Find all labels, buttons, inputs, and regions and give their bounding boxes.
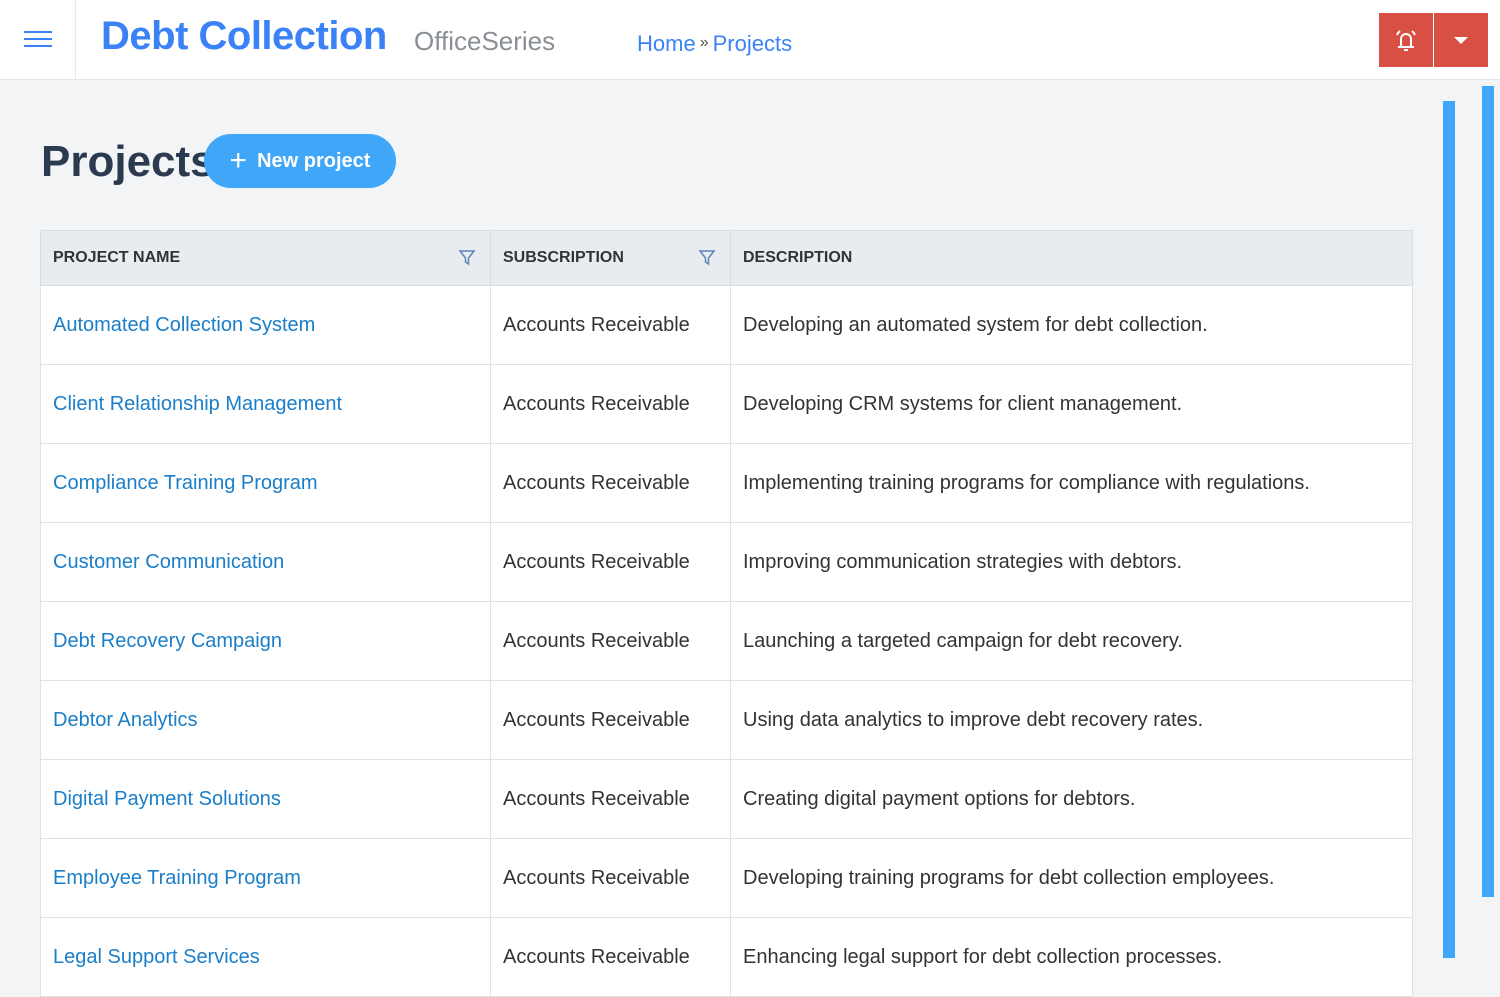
cell-description: Enhancing legal support for debt collect… (730, 917, 1413, 997)
cell-subscription: Accounts Receivable (490, 285, 731, 365)
table-row: Digital Payment Solutions Accounts Recei… (40, 759, 1413, 839)
cell-description: Using data analytics to improve debt rec… (730, 680, 1413, 760)
filter-icon[interactable] (458, 249, 476, 267)
column-header-project-name[interactable]: PROJECT NAME (40, 230, 491, 286)
column-header-subscription[interactable]: SUBSCRIPTION (490, 230, 731, 286)
cell-project-name: Employee Training Program (40, 838, 491, 918)
plus-icon: + (229, 144, 248, 177)
cell-subscription: Accounts Receivable (490, 364, 731, 444)
hamburger-icon (24, 38, 52, 40)
new-project-label: New project (257, 149, 371, 172)
cell-description: Launching a targeted campaign for debt r… (730, 601, 1413, 681)
new-project-button[interactable]: + New project (204, 134, 396, 188)
cell-project-name: Customer Communication (40, 522, 491, 602)
user-dropdown-button[interactable] (1434, 13, 1488, 67)
table-row: Debt Recovery Campaign Accounts Receivab… (40, 601, 1413, 681)
cell-project-name: Debt Recovery Campaign (40, 601, 491, 681)
cell-subscription: Accounts Receivable (490, 443, 731, 523)
breadcrumb: Home» Projects (637, 31, 792, 57)
table-row: Customer Communication Accounts Receivab… (40, 522, 1413, 602)
app-title[interactable]: Debt Collection (101, 14, 387, 58)
project-link[interactable]: Client Relationship Management (53, 392, 343, 415)
alarm-bell-icon (1396, 30, 1416, 51)
top-bar: Debt Collection OfficeSeries Home» Projec… (0, 0, 1500, 80)
project-link[interactable]: Debtor Analytics (53, 708, 198, 731)
cell-subscription: Accounts Receivable (490, 838, 731, 918)
cell-subscription: Accounts Receivable (490, 759, 731, 839)
menu-toggle-button[interactable] (0, 0, 76, 79)
table-row: Employee Training Program Accounts Recei… (40, 838, 1413, 918)
project-link[interactable]: Compliance Training Program (53, 471, 318, 494)
cell-project-name: Digital Payment Solutions (40, 759, 491, 839)
table-row: Compliance Training Program Accounts Rec… (40, 443, 1413, 523)
projects-table: PROJECT NAME SUBSCRIPTION DESCRIPTION Au… (40, 230, 1413, 997)
cell-subscription: Accounts Receivable (490, 917, 731, 997)
table-row: Debtor Analytics Accounts Receivable Usi… (40, 680, 1413, 760)
page-title: Projects (41, 137, 215, 186)
project-link[interactable]: Digital Payment Solutions (53, 787, 281, 810)
table-row: Legal Support Services Accounts Receivab… (40, 917, 1413, 997)
column-label: DESCRIPTION (743, 249, 853, 266)
table-row: Automated Collection System Accounts Rec… (40, 285, 1413, 365)
scrollbar-inner[interactable] (1443, 101, 1455, 958)
cell-description: Developing training programs for debt co… (730, 838, 1413, 918)
filter-icon[interactable] (698, 249, 716, 267)
scrollbar-page[interactable] (1482, 86, 1494, 897)
cell-project-name: Legal Support Services (40, 917, 491, 997)
cell-description: Creating digital payment options for deb… (730, 759, 1413, 839)
caret-down-icon (1454, 36, 1468, 44)
table-row: Client Relationship Management Accounts … (40, 364, 1413, 444)
column-label: PROJECT NAME (53, 249, 181, 266)
cell-subscription: Accounts Receivable (490, 680, 731, 760)
cell-subscription: Accounts Receivable (490, 601, 731, 681)
cell-description: Developing CRM systems for client manage… (730, 364, 1413, 444)
project-link[interactable]: Customer Communication (53, 550, 285, 573)
breadcrumb-separator: » (699, 34, 709, 51)
breadcrumb-home[interactable]: Home (637, 31, 696, 56)
project-link[interactable]: Legal Support Services (53, 945, 260, 968)
cell-subscription: Accounts Receivable (490, 522, 731, 602)
project-link[interactable]: Employee Training Program (53, 866, 301, 889)
alerts-button[interactable] (1379, 13, 1433, 67)
cell-description: Improving communication strategies with … (730, 522, 1413, 602)
hamburger-icon (24, 45, 52, 47)
column-header-description: DESCRIPTION (730, 230, 1413, 286)
cell-project-name: Debtor Analytics (40, 680, 491, 760)
cell-project-name: Client Relationship Management (40, 364, 491, 444)
cell-description: Developing an automated system for debt … (730, 285, 1413, 365)
column-label: SUBSCRIPTION (503, 249, 624, 266)
cell-description: Implementing training programs for compl… (730, 443, 1413, 523)
project-link[interactable]: Debt Recovery Campaign (53, 629, 282, 652)
project-link[interactable]: Automated Collection System (53, 313, 316, 336)
table-header-row: PROJECT NAME SUBSCRIPTION DESCRIPTION (40, 230, 1413, 286)
suite-name: OfficeSeries (414, 26, 556, 56)
cell-project-name: Automated Collection System (40, 285, 491, 365)
hamburger-icon (24, 31, 52, 33)
breadcrumb-projects[interactable]: Projects (712, 31, 793, 56)
cell-project-name: Compliance Training Program (40, 443, 491, 523)
